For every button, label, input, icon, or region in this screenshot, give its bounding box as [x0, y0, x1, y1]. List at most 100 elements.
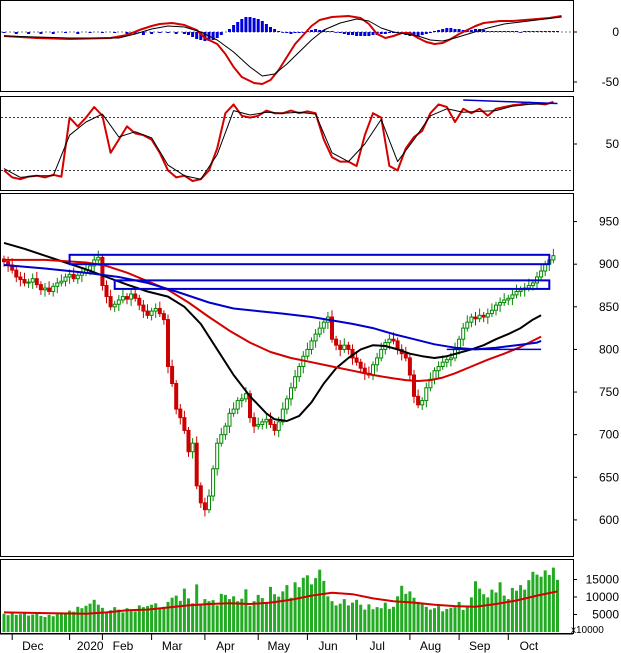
price-candle-body	[252, 417, 257, 427]
stochastic-axis-tick-label: 50	[606, 137, 620, 151]
price-candle-body	[161, 313, 166, 321]
macd-histogram-bar	[88, 32, 92, 33]
price-candle-body	[18, 276, 23, 281]
volume-bar	[457, 601, 461, 632]
volume-bar	[420, 603, 424, 632]
macd-axis-tick-label: -50	[602, 75, 620, 89]
volume-bar	[502, 595, 506, 632]
volume-bar	[203, 599, 207, 632]
volume-bar	[223, 594, 227, 632]
price-candle-body	[321, 321, 326, 329]
volume-bar	[51, 616, 55, 632]
price-candle-body	[178, 408, 183, 419]
price-candle-body	[166, 319, 170, 367]
price-candle-body	[297, 365, 302, 378]
macd-histogram-bar	[515, 31, 518, 32]
macd-histogram-bar	[506, 31, 510, 32]
macd-panel: 0 -50	[1, 15, 620, 89]
price-candle-body	[30, 278, 35, 283]
volume-bar	[248, 606, 252, 632]
price-candle-body	[157, 308, 162, 315]
volume-bar	[490, 589, 494, 632]
price-candle-body	[358, 361, 363, 369]
macd-histogram-bar	[486, 31, 490, 32]
volume-bar	[240, 598, 244, 632]
price-candle-body	[407, 357, 412, 376]
volume-bar	[396, 596, 400, 632]
volume-bar	[285, 585, 289, 632]
price-candle-body	[424, 387, 429, 402]
macd-histogram-bar	[141, 32, 145, 35]
volume-bar	[363, 609, 367, 632]
price-candle-body	[125, 296, 129, 300]
volume-bar	[535, 574, 539, 632]
volume-bar	[170, 597, 174, 632]
volume-bar	[23, 613, 26, 632]
volume-bar	[556, 579, 559, 632]
price-candle-body	[440, 361, 445, 367]
volume-bar	[359, 604, 363, 632]
macd-histogram-bar	[342, 32, 346, 34]
price-candle-body	[485, 313, 490, 318]
macd-histogram-bar	[346, 32, 350, 35]
macd-histogram-bar	[498, 31, 502, 32]
macd-histogram-bar	[453, 29, 457, 32]
macd-histogram-bar	[174, 32, 178, 34]
volume-bar	[379, 608, 383, 632]
volume-average-line	[3, 590, 558, 615]
macd-panel-frame	[0, 0, 574, 92]
date-axis-label: Feb	[113, 639, 134, 653]
price-candle-body	[514, 290, 519, 296]
price-resistance-box	[68, 253, 551, 266]
volume-bar	[277, 596, 281, 632]
volume-bar	[498, 582, 502, 632]
macd-histogram-bar	[556, 31, 559, 32]
volume-bar	[424, 606, 428, 632]
price-candle-body	[186, 429, 191, 453]
price-candle-body	[432, 370, 437, 380]
macd-histogram-bar	[474, 29, 477, 32]
volume-bar	[330, 601, 334, 632]
volume-bar	[482, 594, 486, 632]
volume-bar	[527, 580, 531, 632]
price-candle-body	[551, 255, 556, 261]
macd-histogram-bar	[314, 29, 318, 32]
date-axis: Dec 2020 Feb Mar Apr May Jun Jul Aug Sep Oct	[0, 633, 573, 653]
macd-histogram-bar	[547, 31, 551, 32]
price-axis-tick-label: 800	[599, 342, 619, 356]
macd-histogram-bar	[297, 32, 301, 33]
price-candle-body	[260, 421, 265, 425]
volume-bar	[43, 616, 47, 632]
macd-histogram-bar	[330, 31, 334, 32]
volume-bar	[264, 602, 268, 632]
date-axis-label: Jun	[318, 639, 337, 653]
price-candle-body	[526, 285, 531, 289]
macd-histogram-bar	[166, 32, 170, 33]
macd-histogram-bar	[457, 29, 461, 32]
volume-bar	[260, 598, 264, 632]
volume-bar	[293, 582, 297, 632]
volume-bar	[510, 587, 514, 632]
volume-bar	[133, 611, 137, 632]
price-candle-body	[22, 279, 27, 284]
price-candle-body	[153, 308, 158, 312]
price-candle-body	[264, 418, 269, 423]
price-candle-body	[465, 321, 470, 329]
macd-histogram-bar	[182, 32, 186, 34]
price-axis-tick-label: 900	[599, 257, 619, 271]
volume-bar	[207, 601, 211, 632]
volume-bar	[289, 597, 293, 632]
volume-bar	[158, 607, 162, 632]
price-candle-body	[96, 256, 101, 261]
price-candle-body	[215, 442, 220, 470]
price-candle-body	[55, 282, 60, 287]
macd-histogram-bar	[334, 32, 338, 33]
macd-histogram-bar	[318, 30, 322, 32]
volume-bar	[314, 578, 318, 632]
macd-histogram-bar	[412, 32, 416, 36]
stochastic-panel: 50	[1, 99, 620, 182]
volume-bar	[355, 599, 359, 632]
price-candle-body	[284, 398, 289, 410]
macd-histogram-bar	[273, 29, 277, 32]
volume-bar	[129, 610, 133, 632]
